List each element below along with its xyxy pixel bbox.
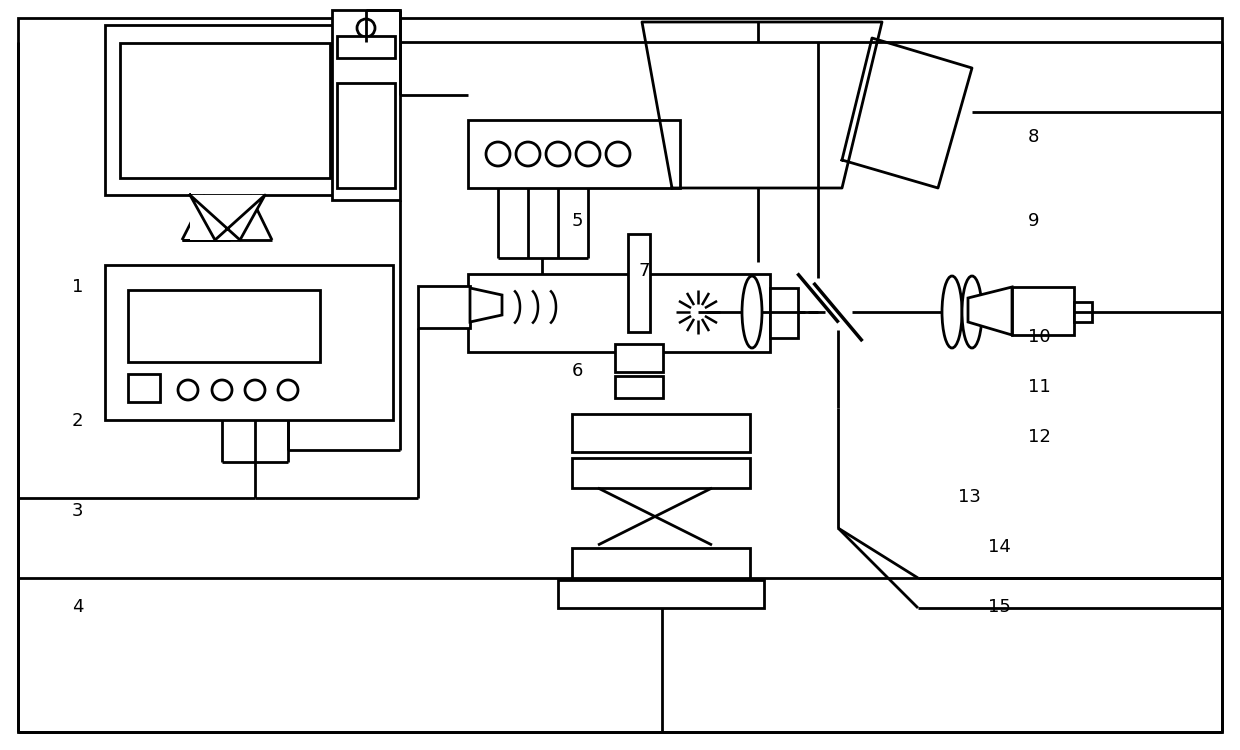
Circle shape xyxy=(357,19,374,37)
Bar xyxy=(105,25,345,195)
Bar xyxy=(770,288,799,338)
Bar xyxy=(615,344,663,372)
Text: 15: 15 xyxy=(988,598,1011,616)
Bar xyxy=(627,234,650,332)
Circle shape xyxy=(212,380,232,400)
Text: 6: 6 xyxy=(572,362,583,380)
Text: 5: 5 xyxy=(572,212,584,230)
Circle shape xyxy=(179,380,198,400)
Circle shape xyxy=(246,380,265,400)
Polygon shape xyxy=(470,288,502,322)
Text: 7: 7 xyxy=(639,262,650,280)
Text: 13: 13 xyxy=(959,488,981,506)
Bar xyxy=(128,290,320,362)
Bar xyxy=(615,376,663,398)
Circle shape xyxy=(577,142,600,166)
Circle shape xyxy=(278,380,298,400)
Circle shape xyxy=(486,142,510,166)
Text: 12: 12 xyxy=(1028,428,1050,446)
Bar xyxy=(558,580,764,608)
Bar xyxy=(467,120,680,188)
Bar xyxy=(1012,287,1074,335)
Polygon shape xyxy=(968,287,1012,335)
Bar xyxy=(418,286,470,328)
Text: 14: 14 xyxy=(988,538,1011,556)
Bar xyxy=(128,374,160,402)
Text: 9: 9 xyxy=(1028,212,1039,230)
Text: 8: 8 xyxy=(1028,128,1039,146)
Text: 1: 1 xyxy=(72,278,83,296)
Bar xyxy=(1074,302,1092,322)
Text: 11: 11 xyxy=(1028,378,1050,396)
Bar xyxy=(572,548,750,578)
Bar xyxy=(105,265,393,420)
Bar xyxy=(337,83,396,188)
Bar xyxy=(337,36,396,58)
Text: 2: 2 xyxy=(72,412,83,430)
Text: 10: 10 xyxy=(1028,328,1050,346)
Bar xyxy=(332,10,401,200)
Circle shape xyxy=(546,142,570,166)
Text: 3: 3 xyxy=(72,502,83,520)
Polygon shape xyxy=(190,195,265,240)
Circle shape xyxy=(516,142,539,166)
Circle shape xyxy=(606,142,630,166)
Bar xyxy=(120,43,330,178)
Ellipse shape xyxy=(962,276,982,348)
Bar xyxy=(467,274,770,352)
Ellipse shape xyxy=(942,276,962,348)
Text: 4: 4 xyxy=(72,598,83,616)
Bar xyxy=(572,458,750,488)
Ellipse shape xyxy=(742,276,763,348)
Bar xyxy=(572,414,750,452)
